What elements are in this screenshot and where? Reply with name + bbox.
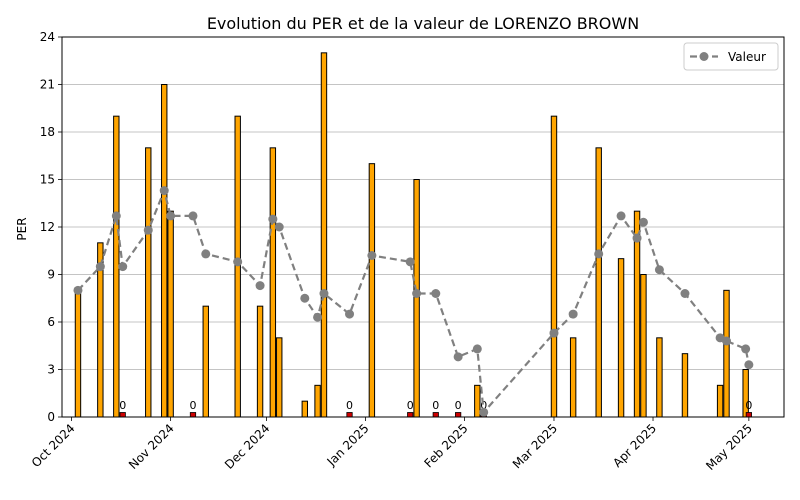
valeur-point [143,225,153,235]
valeur-point [159,186,169,196]
per-bar [145,147,152,418]
valeur-point [472,344,482,354]
per-bar [167,210,174,418]
valeur-point [233,257,243,267]
per-zero-label: 0 [455,399,462,412]
per-bar [595,147,602,418]
valeur-point [268,214,278,224]
y-tick-label: 21 [40,78,55,92]
per-bar [269,147,277,418]
plot-frame [61,36,785,418]
per-zero-label: 0 [432,399,439,412]
legend: Valeur [683,42,779,71]
per-bar-zero [407,412,414,418]
per-zero-label: 0 [480,399,487,412]
per-bar [256,305,264,418]
valeur-point [721,336,731,346]
valeur-point [616,211,626,221]
per-bar [202,305,209,418]
valeur-point [453,352,463,362]
per-bar [723,289,730,418]
y-tick-label: 24 [40,30,55,44]
valeur-point [412,289,422,298]
per-bar [656,337,663,418]
y-tick-label: 6 [47,315,55,329]
legend-marker-swatch [699,52,709,61]
valeur-point [549,328,559,338]
valeur-point [255,281,265,291]
per-bar [320,52,328,418]
valeur-series [73,186,754,417]
per-bar [569,337,577,418]
per-bar-zero [745,412,752,418]
valeur-point [319,289,329,298]
per-bar [74,289,82,418]
valeur-point [111,211,121,221]
per-bar [301,400,308,418]
y-tick-label: 0 [47,410,55,424]
per-bar [314,384,321,418]
valeur-point [95,262,105,272]
valeur-point [741,344,751,354]
valeur-point [345,309,355,319]
valeur-point [405,257,415,267]
y-tick-label: 9 [47,268,55,282]
per-zero-label: 0 [119,399,126,412]
chart-title: Evolution du PER et de la valeur de LORE… [207,14,639,33]
per-bar [413,179,420,418]
y-tick-label: 18 [40,125,55,139]
valeur-point [201,249,211,259]
valeur-point [431,289,441,298]
y-tick-label: 3 [47,363,55,377]
per-bar [681,353,689,418]
per-bar [716,384,724,418]
per-zero-label: 0 [407,399,414,412]
per-bar [368,163,376,418]
per-bar-zero [432,412,439,418]
per-bar-zero [346,412,353,418]
valeur-point [367,251,377,260]
valeur-point [744,360,754,370]
valeur-point [73,285,83,295]
valeur-point [654,265,664,275]
valeur-point [188,211,198,221]
valeur-point [118,262,128,272]
valeur-point [274,222,284,232]
valeur-point [680,289,690,298]
per-bar [640,274,647,418]
valeur-point [632,233,642,243]
per-bar [550,115,558,418]
valeur-point [300,293,310,303]
per-bar-zero [189,412,197,418]
valeur-point [594,249,604,259]
valeur-point [479,407,489,417]
y-tick-label: 15 [40,173,55,187]
per-zero-label: 0 [189,399,196,412]
per-bar [234,115,241,418]
per-bar-zero [455,412,462,418]
valeur-point [166,211,176,221]
y-tick-label: 12 [40,220,55,234]
valeur-point [313,312,323,322]
legend-label: Valeur [728,50,766,64]
legend-box [683,42,779,71]
valeur-point [568,309,578,319]
per-bar [276,337,283,418]
per-zero-label: 0 [346,399,353,412]
per-bar [161,84,168,418]
y-axis-label: PER [15,217,29,240]
per-bar-zero [119,412,126,418]
per-bar [617,258,625,418]
per-zero-label: 0 [745,399,752,412]
valeur-point [638,217,648,227]
